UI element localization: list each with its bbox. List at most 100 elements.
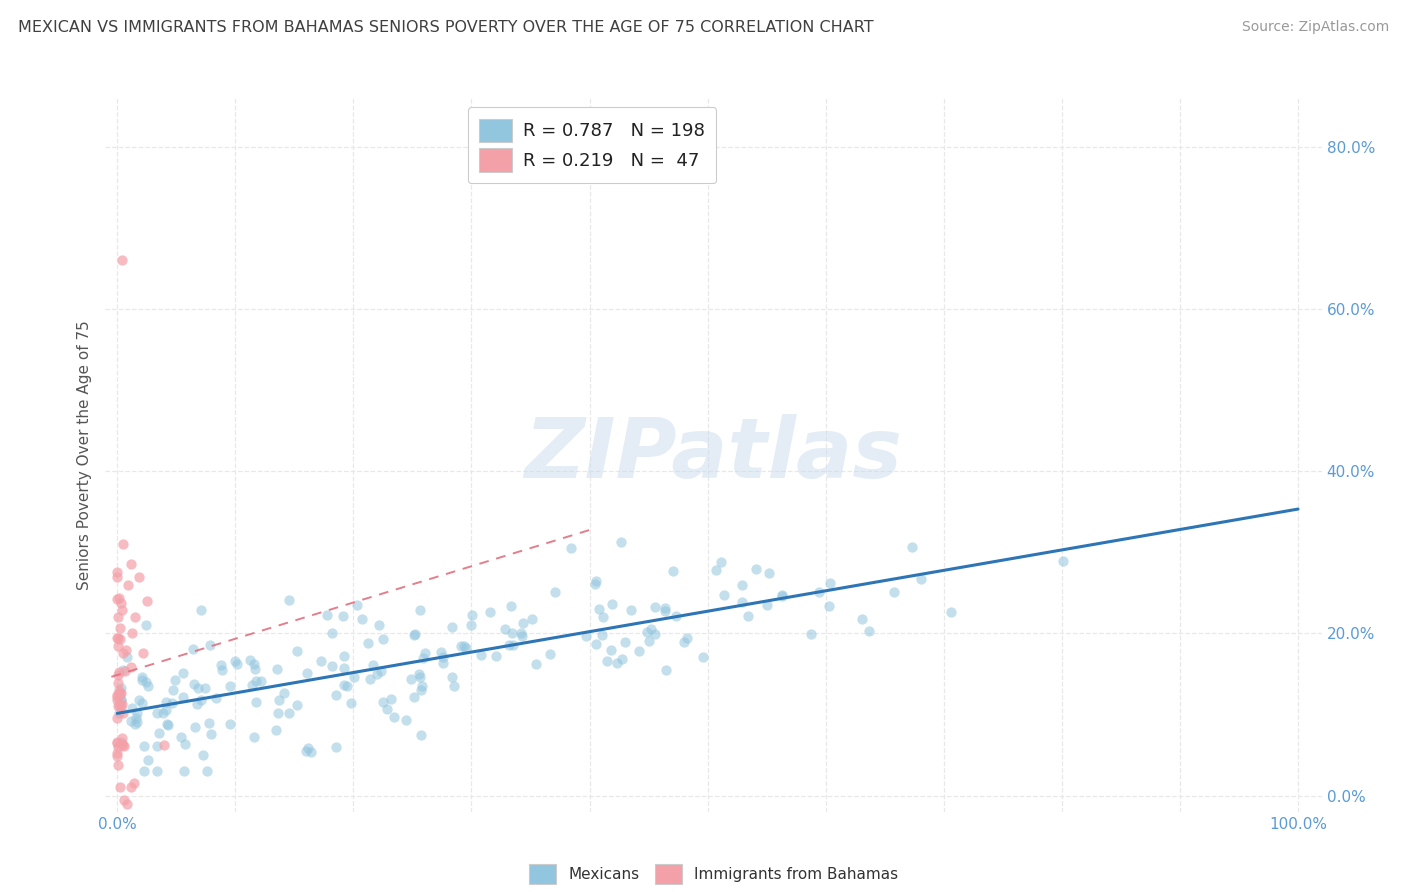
Point [111, 706, 134, 720]
Point [498, 638, 520, 652]
Point [107, 676, 129, 690]
Point [316, 608, 339, 623]
Point [239, 653, 262, 667]
Point [245, 695, 267, 709]
Point [111, 738, 134, 752]
Point [107, 686, 129, 700]
Point [367, 617, 389, 632]
Point [340, 696, 363, 710]
Point [187, 681, 209, 695]
Point [654, 600, 676, 615]
Y-axis label: Seniors Poverty Over the Age of 75: Seniors Poverty Over the Age of 75 [77, 320, 93, 590]
Point [108, 687, 131, 701]
Point [128, 692, 150, 706]
Point [107, 632, 129, 646]
Point [638, 634, 661, 648]
Point [409, 727, 432, 741]
Point [162, 682, 184, 697]
Point [346, 598, 368, 612]
Point [110, 686, 132, 700]
Point [538, 647, 561, 661]
Point [325, 739, 347, 754]
Point [146, 764, 169, 779]
Point [111, 646, 134, 660]
Point [443, 680, 465, 694]
Point [613, 635, 636, 649]
Point [153, 739, 176, 753]
Point [510, 629, 533, 643]
Point [704, 563, 727, 577]
Point [710, 555, 733, 569]
Point [105, 631, 128, 645]
Point [108, 698, 131, 712]
Point [110, 693, 132, 707]
Point [544, 585, 567, 599]
Point [585, 574, 607, 588]
Point [363, 657, 385, 672]
Point [243, 730, 266, 744]
Point [402, 690, 425, 705]
Point [409, 682, 432, 697]
Point [186, 698, 208, 712]
Point [173, 764, 195, 779]
Point [107, 699, 129, 714]
Point [190, 603, 212, 617]
Point [1052, 554, 1074, 568]
Point [172, 666, 194, 681]
Point [599, 643, 621, 657]
Point [107, 639, 129, 653]
Point [243, 662, 266, 676]
Point [120, 558, 142, 572]
Point [108, 780, 131, 795]
Point [665, 608, 688, 623]
Point [485, 649, 508, 664]
Point [110, 681, 132, 695]
Point [409, 603, 432, 617]
Point [295, 744, 318, 758]
Point [501, 599, 523, 613]
Point [112, 739, 135, 753]
Point [883, 584, 905, 599]
Point [370, 664, 392, 678]
Point [851, 612, 873, 626]
Point [910, 573, 932, 587]
Point [501, 626, 523, 640]
Point [131, 669, 153, 683]
Text: MEXICAN VS IMMIGRANTS FROM BAHAMAS SENIORS POVERTY OVER THE AGE OF 75 CORRELATIO: MEXICAN VS IMMIGRANTS FROM BAHAMAS SENIO… [18, 20, 875, 35]
Point [770, 589, 793, 603]
Point [309, 654, 332, 668]
Point [225, 657, 247, 671]
Point [299, 745, 322, 759]
Point [285, 644, 308, 658]
Point [204, 691, 226, 706]
Point [125, 714, 148, 729]
Point [359, 672, 381, 686]
Point [441, 670, 464, 684]
Point [224, 654, 246, 668]
Point [731, 595, 754, 609]
Point [373, 695, 395, 709]
Point [107, 591, 129, 606]
Point [108, 621, 131, 635]
Point [250, 674, 273, 689]
Point [366, 667, 388, 681]
Point [858, 624, 880, 639]
Point [606, 656, 628, 670]
Point [692, 650, 714, 665]
Point [297, 740, 319, 755]
Point [321, 626, 343, 640]
Point [148, 726, 170, 740]
Point [394, 713, 416, 727]
Point [412, 650, 434, 665]
Point [404, 626, 426, 640]
Point [110, 693, 132, 707]
Point [644, 599, 666, 614]
Point [183, 677, 205, 691]
Point [134, 764, 156, 779]
Point [160, 696, 183, 710]
Point [453, 639, 475, 653]
Point [479, 605, 502, 619]
Point [456, 640, 478, 655]
Point [124, 610, 146, 624]
Point [200, 727, 222, 741]
